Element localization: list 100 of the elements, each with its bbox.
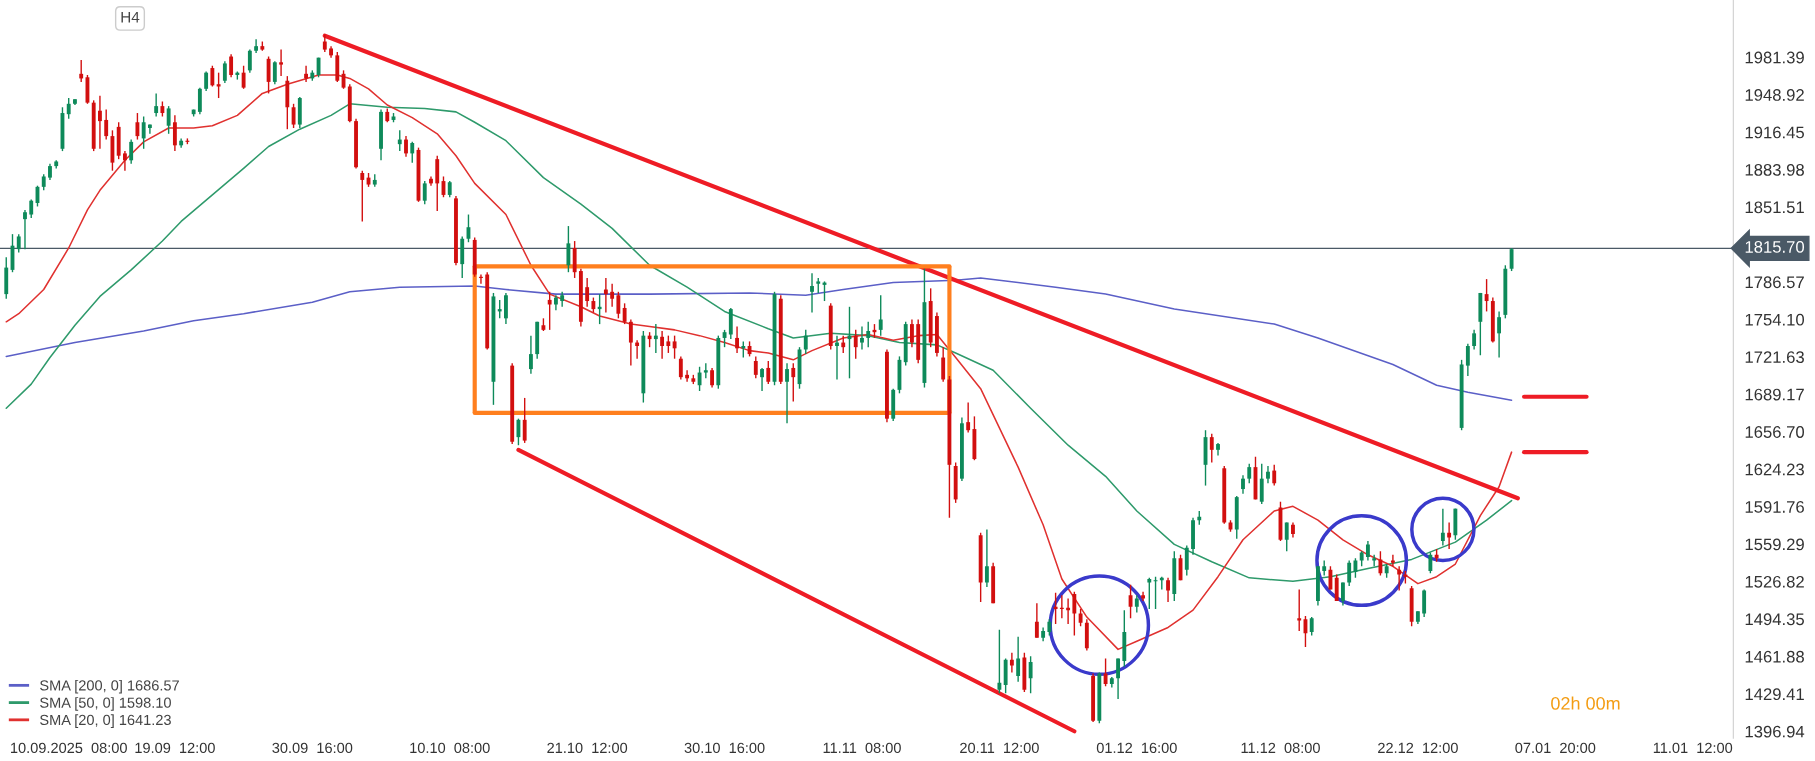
candlestick (866, 321, 871, 348)
candlestick (222, 60, 227, 84)
y-tick-label: 1948.92 (1745, 89, 1804, 101)
candlestick (229, 53, 234, 78)
candlestick (23, 209, 27, 250)
candlestick (753, 355, 758, 380)
y-tick-label: 1494.35 (1745, 613, 1804, 626)
y-tick-label: 1624.23 (1745, 463, 1804, 476)
candlestick (122, 150, 127, 172)
candlestick (66, 97, 71, 120)
candlestick (1184, 544, 1189, 577)
candlestick (803, 329, 808, 355)
y-tick-label: 1786.57 (1745, 276, 1804, 289)
candlestick (1209, 432, 1214, 464)
y-tick-label: 1981.39 (1745, 51, 1804, 64)
candlestick (141, 115, 146, 150)
line-series (5, 74, 1513, 651)
candlestick (660, 330, 665, 360)
candlestick (1116, 657, 1121, 700)
candlestick (966, 401, 971, 434)
candlestick (853, 329, 858, 360)
candlestick (210, 65, 215, 88)
candlestick (172, 114, 177, 152)
candlestick (616, 291, 621, 320)
candlestick (1484, 278, 1489, 313)
candlestick (735, 325, 739, 354)
y-tick-label: 1851.51 (1745, 201, 1804, 214)
candlestick (247, 48, 252, 74)
x-tick-label: 30.10 16:00 (684, 742, 765, 754)
candlestick (1497, 310, 1502, 359)
candlestick (1353, 557, 1358, 579)
candlestick (1259, 462, 1264, 505)
line-series (5, 277, 1513, 401)
candlestick (154, 92, 159, 118)
y-tick-label: 1461.88 (1745, 650, 1804, 663)
candlestick (1247, 462, 1252, 484)
x-tick-label: 01.12 16:00 (1096, 742, 1177, 754)
candlestick (266, 55, 271, 95)
candlestick (1347, 559, 1352, 587)
x-tick-label: 11.01 12:00 (1653, 742, 1733, 754)
candlestick (1428, 551, 1433, 574)
candlestick (1241, 474, 1245, 495)
x-tick-label: 10.09.2025 08:00 (11, 742, 127, 754)
candlestick (404, 135, 408, 158)
candlestick (710, 367, 714, 389)
candlestick (1422, 588, 1427, 618)
candlestick (910, 318, 914, 348)
candlestick (98, 95, 102, 150)
y-tick-label: 1429.41 (1745, 688, 1804, 701)
candlestick (984, 528, 989, 588)
candlestick (197, 86, 202, 115)
candlestick (1103, 657, 1108, 687)
y-tick-label: 1721.63 (1745, 351, 1804, 364)
x-tick-label: 07.01 20:00 (1515, 742, 1596, 754)
ref-line-label: 1815.70 (1745, 241, 1805, 253)
candlestick (291, 103, 296, 129)
candlestick (16, 233, 21, 254)
candlestick (1147, 577, 1152, 610)
annotation: H4 (121, 11, 140, 23)
candlestick (1009, 652, 1014, 674)
candlestick (785, 362, 789, 424)
y-tick-label: 1396.94 (1745, 725, 1805, 738)
x-tick-label: 21.10 12:00 (547, 742, 628, 754)
legend-label: SMA [200, 0] 1686.57 (40, 679, 179, 694)
annotation: 02h 00m (1551, 696, 1620, 710)
candlestick (360, 170, 365, 223)
y-tick-label: 1754.10 (1745, 313, 1805, 326)
candlestick (1309, 616, 1314, 637)
candlestick (1059, 594, 1064, 619)
candlestick (528, 334, 533, 375)
candlestick (1440, 507, 1445, 547)
candlestick (1465, 343, 1470, 377)
y-tick-label: 1559.29 (1745, 538, 1804, 551)
y-tick-label: 1883.98 (1745, 163, 1804, 176)
candlestick (1365, 540, 1370, 562)
x-tick-label: 11.12 08:00 (1241, 742, 1320, 754)
y-tick-label: 1591.76 (1745, 501, 1804, 513)
y-tick-label: 1689.17 (1745, 388, 1804, 401)
candlestick (941, 346, 946, 383)
legend-label: SMA [20, 0] 1641.23 (40, 714, 171, 728)
candlestick (254, 38, 259, 54)
candlestick (1472, 329, 1477, 351)
candlestick (878, 294, 883, 337)
candlestick (566, 225, 571, 273)
candlestick (1034, 602, 1039, 639)
candlestick (1341, 581, 1345, 607)
candlestick (653, 323, 658, 354)
candlestick (279, 48, 284, 77)
candlestick (635, 339, 640, 360)
candlestick (104, 108, 109, 141)
candlestick (685, 369, 690, 383)
x-tick-label: 30.09 16:00 (272, 742, 353, 754)
candlestick (1509, 247, 1514, 272)
candlestick (1016, 635, 1021, 683)
candlestick (791, 362, 796, 403)
candlestick (166, 105, 171, 135)
candlestick (1284, 521, 1289, 553)
candlestick (241, 65, 246, 90)
candlestick (997, 629, 1002, 694)
legend-label: SMA [50, 0] 1598.10 (40, 697, 171, 711)
